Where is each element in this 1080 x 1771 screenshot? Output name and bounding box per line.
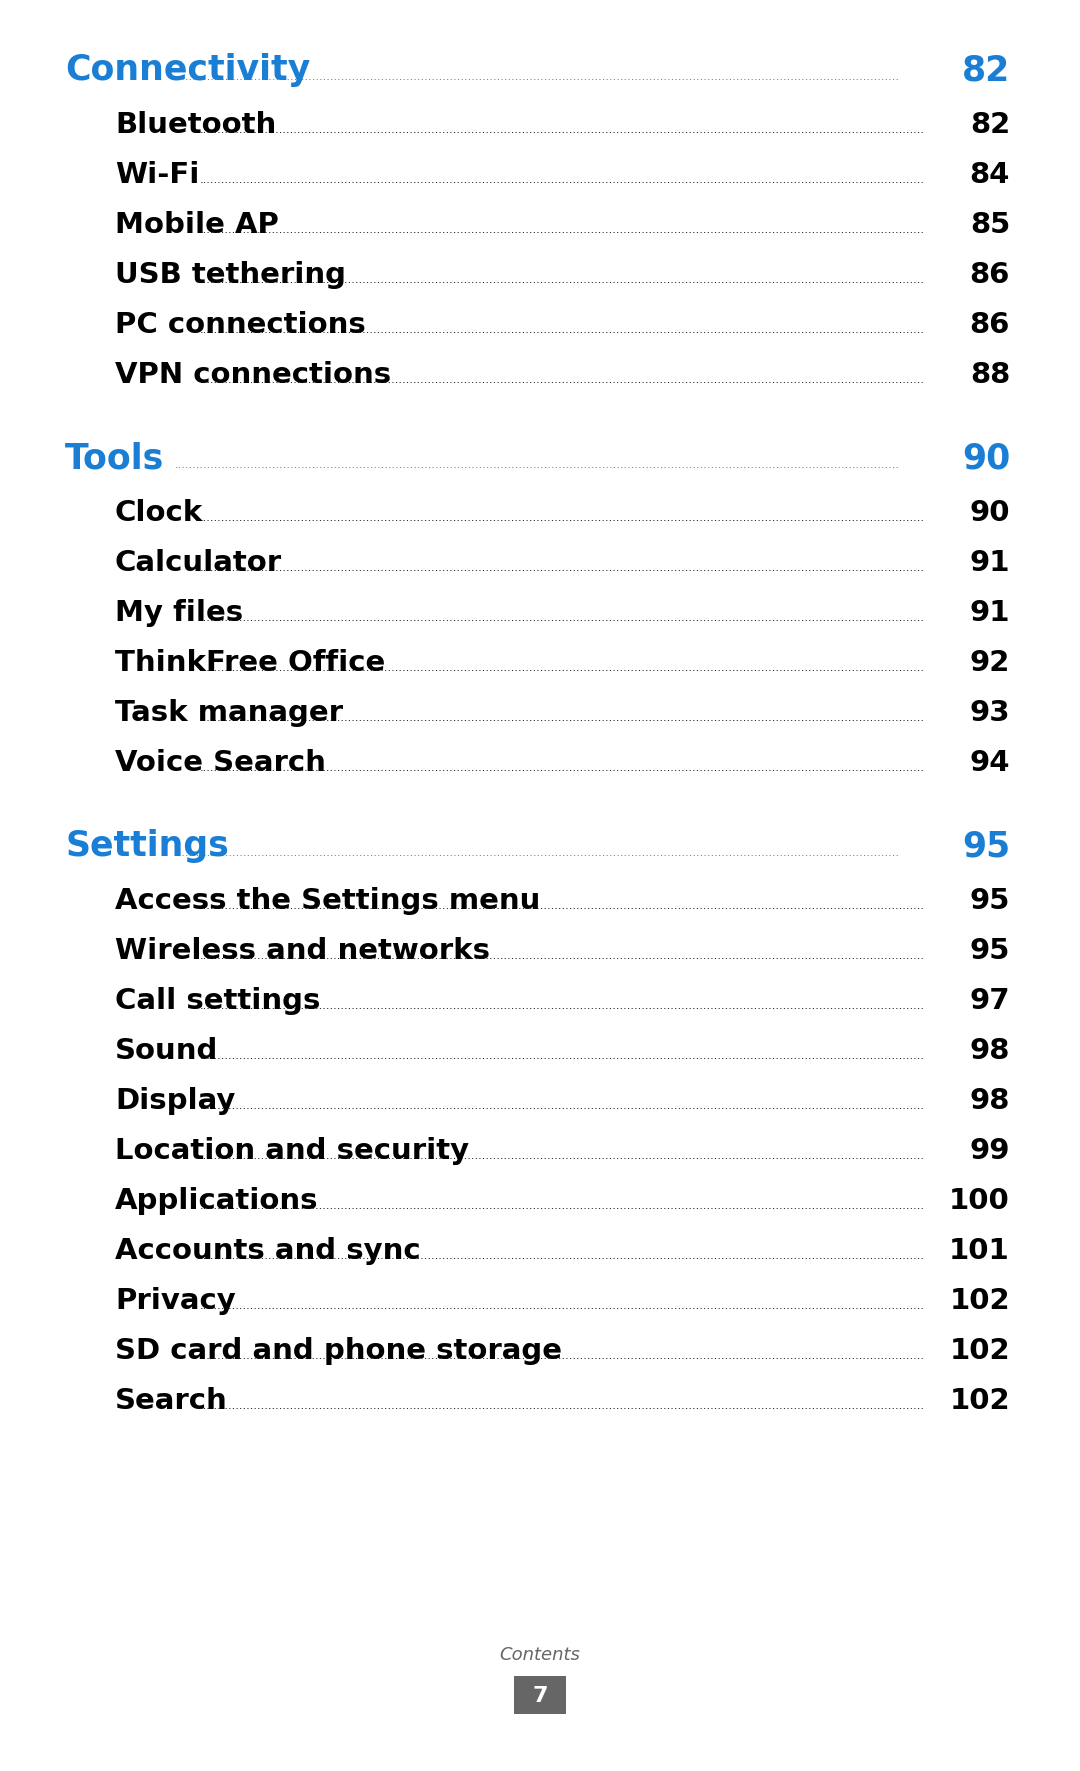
Text: Calculator: Calculator xyxy=(114,549,282,577)
Text: Bluetooth: Bluetooth xyxy=(114,112,276,138)
Text: 86: 86 xyxy=(970,260,1010,289)
Text: ................................................................................: ........................................… xyxy=(175,848,900,857)
Text: 101: 101 xyxy=(949,1236,1010,1264)
Text: Location and security: Location and security xyxy=(114,1137,469,1165)
Text: 99: 99 xyxy=(970,1137,1010,1165)
Text: ................................................................................: ........................................… xyxy=(200,514,924,522)
Text: ................................................................................: ........................................… xyxy=(200,275,924,285)
Text: ................................................................................: ........................................… xyxy=(175,73,900,81)
Text: Wi-Fi: Wi-Fi xyxy=(114,161,200,189)
Text: 102: 102 xyxy=(949,1288,1010,1316)
Text: 95: 95 xyxy=(962,829,1010,862)
Text: ................................................................................: ........................................… xyxy=(175,460,900,469)
Text: 85: 85 xyxy=(970,211,1010,239)
Text: ................................................................................: ........................................… xyxy=(200,901,924,910)
Text: 88: 88 xyxy=(970,361,1010,390)
Text: ................................................................................: ........................................… xyxy=(200,763,924,772)
Text: 82: 82 xyxy=(962,53,1010,87)
Text: ................................................................................: ........................................… xyxy=(200,1102,924,1110)
Text: 102: 102 xyxy=(949,1387,1010,1415)
Text: Contents: Contents xyxy=(500,1645,580,1665)
Text: USB tethering: USB tethering xyxy=(114,260,346,289)
Text: Tools: Tools xyxy=(65,441,164,475)
Text: 92: 92 xyxy=(970,648,1010,677)
Text: Task manager: Task manager xyxy=(114,700,343,728)
Text: ................................................................................: ........................................… xyxy=(200,1401,924,1411)
Text: 90: 90 xyxy=(970,499,1010,528)
Text: Call settings: Call settings xyxy=(114,986,321,1015)
Text: 94: 94 xyxy=(970,749,1010,777)
Text: Privacy: Privacy xyxy=(114,1288,235,1316)
Text: Access the Settings menu: Access the Settings menu xyxy=(114,887,540,916)
Text: Sound: Sound xyxy=(114,1038,218,1064)
Text: 82: 82 xyxy=(970,112,1010,138)
Text: ThinkFree Office: ThinkFree Office xyxy=(114,648,386,677)
Text: ................................................................................: ........................................… xyxy=(200,326,924,335)
Text: ................................................................................: ........................................… xyxy=(200,1050,924,1061)
Text: ................................................................................: ........................................… xyxy=(200,1001,924,1011)
Text: ................................................................................: ........................................… xyxy=(200,175,924,184)
Text: ................................................................................: ........................................… xyxy=(200,613,924,623)
Text: ................................................................................: ........................................… xyxy=(200,563,924,574)
Text: VPN connections: VPN connections xyxy=(114,361,391,390)
Text: ................................................................................: ........................................… xyxy=(200,375,924,384)
Text: Accounts and sync: Accounts and sync xyxy=(114,1236,420,1264)
Text: Display: Display xyxy=(114,1087,235,1116)
Text: Settings: Settings xyxy=(65,829,229,862)
Text: ................................................................................: ........................................… xyxy=(200,1250,924,1261)
Text: 98: 98 xyxy=(970,1087,1010,1116)
Text: Search: Search xyxy=(114,1387,228,1415)
Text: Connectivity: Connectivity xyxy=(65,53,310,87)
Text: PC connections: PC connections xyxy=(114,312,366,338)
Text: ................................................................................: ........................................… xyxy=(200,1151,924,1162)
Text: Clock: Clock xyxy=(114,499,203,528)
Text: ................................................................................: ........................................… xyxy=(200,225,924,236)
Text: 91: 91 xyxy=(970,599,1010,627)
Text: 102: 102 xyxy=(949,1337,1010,1365)
Text: 97: 97 xyxy=(970,986,1010,1015)
Text: 95: 95 xyxy=(970,887,1010,916)
Text: 95: 95 xyxy=(970,937,1010,965)
Text: Wireless and networks: Wireless and networks xyxy=(114,937,490,965)
Text: My files: My files xyxy=(114,599,243,627)
Text: ................................................................................: ........................................… xyxy=(200,714,924,723)
Text: ................................................................................: ........................................… xyxy=(200,126,924,135)
Text: ................................................................................: ........................................… xyxy=(200,1351,924,1360)
FancyBboxPatch shape xyxy=(514,1675,566,1714)
Text: 93: 93 xyxy=(970,700,1010,728)
Text: SD card and phone storage: SD card and phone storage xyxy=(114,1337,562,1365)
Text: Applications: Applications xyxy=(114,1187,319,1215)
Text: Mobile AP: Mobile AP xyxy=(114,211,279,239)
Text: 7: 7 xyxy=(532,1686,548,1705)
Text: ................................................................................: ........................................… xyxy=(200,951,924,962)
Text: 86: 86 xyxy=(970,312,1010,338)
Text: ................................................................................: ........................................… xyxy=(200,1302,924,1311)
Text: ................................................................................: ........................................… xyxy=(200,1201,924,1211)
Text: Voice Search: Voice Search xyxy=(114,749,326,777)
Text: 100: 100 xyxy=(949,1187,1010,1215)
Text: 84: 84 xyxy=(970,161,1010,189)
Text: 98: 98 xyxy=(970,1038,1010,1064)
Text: 91: 91 xyxy=(970,549,1010,577)
Text: ................................................................................: ........................................… xyxy=(200,662,924,673)
Text: 90: 90 xyxy=(962,441,1010,475)
